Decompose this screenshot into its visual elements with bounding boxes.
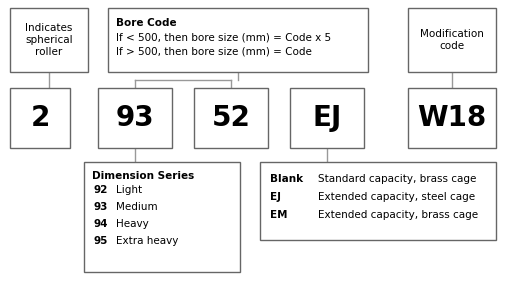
- Text: Indicates
spherical
roller: Indicates spherical roller: [25, 23, 73, 57]
- Text: Modification
code: Modification code: [419, 29, 483, 51]
- Bar: [260, 162, 495, 240]
- Text: 94: 94: [94, 219, 108, 229]
- Bar: [407, 8, 495, 72]
- Bar: [10, 88, 70, 148]
- Text: Medium: Medium: [116, 202, 158, 212]
- Text: Extended capacity, steel cage: Extended capacity, steel cage: [317, 192, 474, 202]
- Text: 52: 52: [211, 104, 250, 132]
- Bar: [407, 88, 495, 148]
- Text: Bore Code: Bore Code: [116, 18, 176, 28]
- Text: Blank: Blank: [270, 174, 302, 184]
- Text: EJ: EJ: [270, 192, 280, 202]
- Text: 92: 92: [94, 185, 108, 195]
- Text: Dimension Series: Dimension Series: [92, 171, 194, 181]
- Text: 93: 93: [94, 202, 108, 212]
- Bar: [193, 88, 268, 148]
- Text: W18: W18: [417, 104, 486, 132]
- Text: Extended capacity, brass cage: Extended capacity, brass cage: [317, 210, 477, 220]
- Text: 93: 93: [116, 104, 154, 132]
- Text: Light: Light: [116, 185, 142, 195]
- Bar: [10, 8, 88, 72]
- Text: EM: EM: [270, 210, 287, 220]
- Text: 2: 2: [30, 104, 49, 132]
- Text: If < 500, then bore size (mm) = Code x 5
If > 500, then bore size (mm) = Code: If < 500, then bore size (mm) = Code x 5…: [116, 32, 330, 57]
- Text: 95: 95: [94, 236, 108, 246]
- Bar: [84, 162, 239, 272]
- Text: Extra heavy: Extra heavy: [116, 236, 178, 246]
- Bar: [108, 8, 367, 72]
- Text: Heavy: Heavy: [116, 219, 148, 229]
- Bar: [98, 88, 172, 148]
- Text: Standard capacity, brass cage: Standard capacity, brass cage: [317, 174, 475, 184]
- Bar: [289, 88, 363, 148]
- Text: EJ: EJ: [312, 104, 341, 132]
